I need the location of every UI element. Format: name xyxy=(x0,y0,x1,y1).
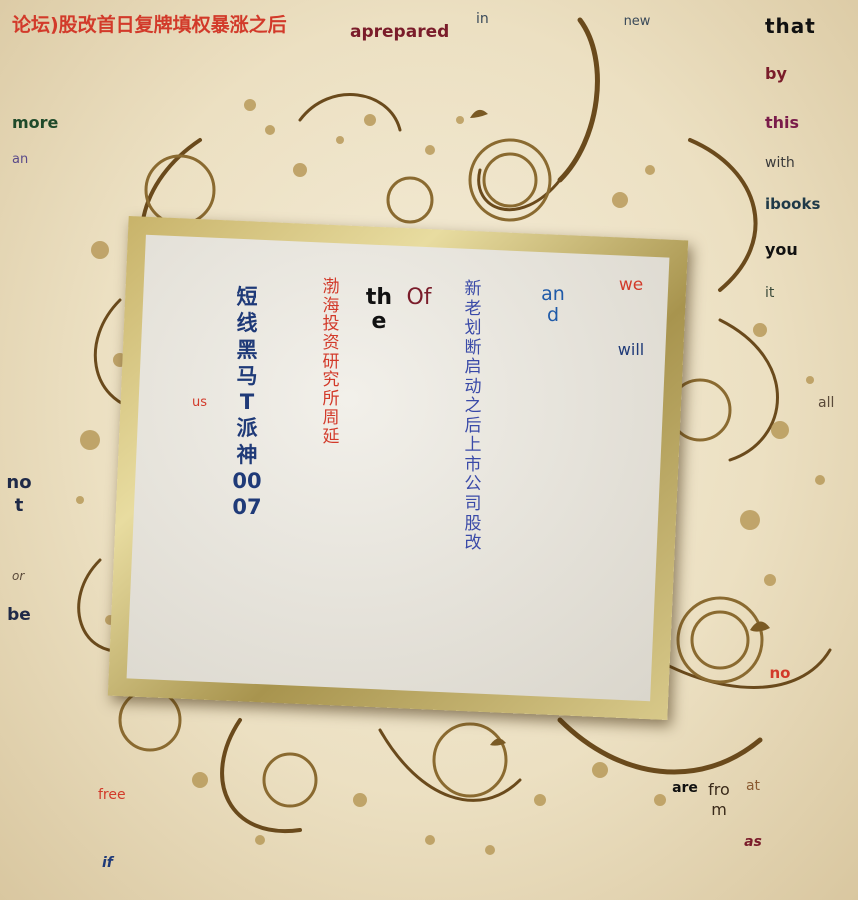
word-more: more xyxy=(12,113,59,132)
photo-frame xyxy=(107,216,689,720)
word-if: if xyxy=(102,855,113,871)
word-no: no xyxy=(769,664,791,682)
word-ibooks: ibooks xyxy=(765,195,821,213)
card-column-bohai: 渤海投资研究所周延 xyxy=(322,277,340,447)
word-as: as xyxy=(744,834,762,850)
word-with: with xyxy=(765,155,795,171)
word-are: are xyxy=(672,780,698,796)
page-title: 论坛)股改首日复牌填权暴涨之后 xyxy=(12,14,287,36)
card-column-xinlao: 新老划断启动之后上市公司股改 xyxy=(464,279,482,554)
card-word-the: the xyxy=(365,285,393,335)
card-column-t-pai: 短线黑马T派神0007 xyxy=(232,285,262,519)
word-this: this xyxy=(765,113,800,132)
card-word-of: Of xyxy=(406,285,432,310)
word-you: you xyxy=(765,240,798,259)
word-all: all xyxy=(818,395,835,411)
word-an: an xyxy=(12,152,29,167)
word-us: us xyxy=(192,395,208,410)
word-by: by xyxy=(765,64,787,83)
word-be: be xyxy=(7,605,31,625)
word-free: free xyxy=(98,787,126,803)
word-it: it xyxy=(765,285,775,301)
word-at: at xyxy=(745,778,761,794)
card-word-will: will xyxy=(617,340,645,359)
word-aprepared: aprepared xyxy=(350,22,450,42)
word-not: not xyxy=(6,472,32,516)
word-in: in xyxy=(476,11,489,27)
word-new: new xyxy=(623,14,651,29)
word-or: or xyxy=(12,569,25,583)
word-that: that xyxy=(765,14,816,38)
word-from: from xyxy=(708,780,730,819)
card-word-and: and xyxy=(541,283,565,326)
card-word-we: we xyxy=(618,275,644,295)
paper-card xyxy=(126,234,670,702)
